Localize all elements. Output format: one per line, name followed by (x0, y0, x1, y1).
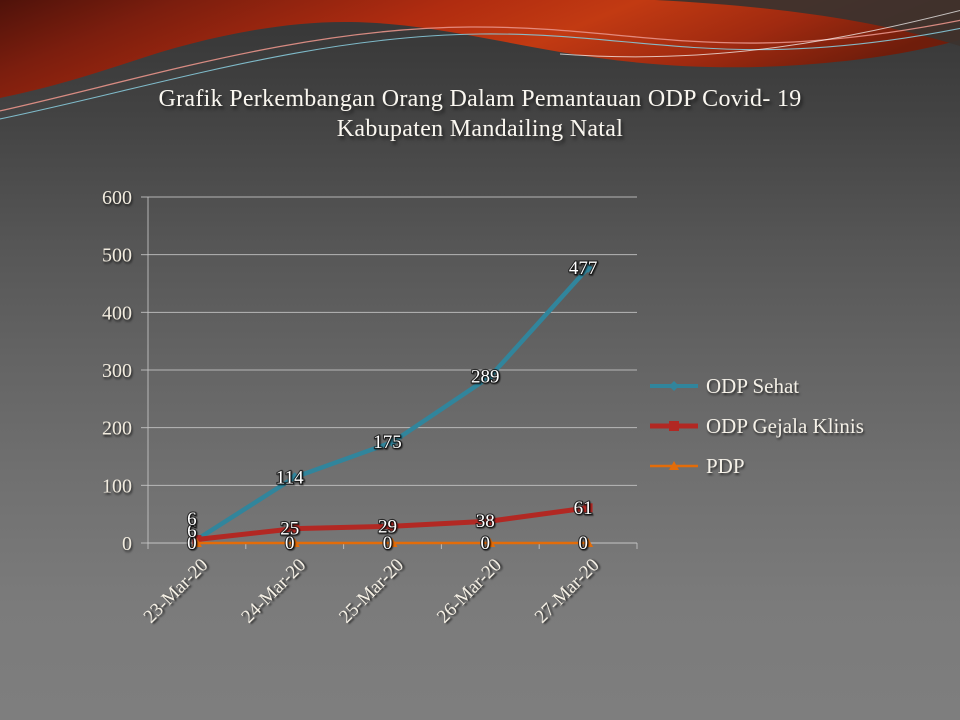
data-point-odp-sehat (289, 472, 300, 483)
data-point-odp-sehat (583, 262, 594, 273)
data-label: 0 (187, 533, 197, 554)
data-point-odp-gejala-klinis (290, 524, 300, 534)
banner-swoosh-graphic (0, 0, 960, 120)
data-label: 61 (574, 498, 593, 519)
data-label: 6 (187, 509, 197, 530)
banner-highlight-line-cyan (0, 27, 960, 120)
data-label: 29 (378, 516, 397, 537)
data-point-odp-sehat (485, 371, 496, 382)
data-point-odp-gejala-klinis (485, 516, 495, 526)
data-point-pdp (289, 538, 300, 547)
banner-highlight-line-red (0, 19, 960, 112)
y-axis-label: 200 (102, 418, 132, 440)
data-point-pdp (191, 538, 202, 547)
x-axis-label: 26-Mar-20 (433, 555, 506, 628)
data-label: 0 (285, 533, 295, 554)
y-axis-label: 300 (102, 360, 132, 382)
y-axis-label: 100 (102, 475, 132, 497)
y-axis-label: 0 (122, 533, 132, 555)
data-point-odp-gejala-klinis (583, 503, 593, 513)
data-label: 175 (373, 432, 402, 453)
x-axis-label: 25-Mar-20 (335, 555, 408, 628)
banner-red-wave (0, 0, 960, 98)
data-label: 0 (383, 533, 393, 554)
data-label: 38 (476, 511, 495, 532)
series-line-odp-sehat (195, 266, 590, 542)
banner-highlight-line-white (559, 9, 960, 58)
legend-marker-diamond-icon (650, 381, 698, 391)
y-axis-label: 500 (102, 245, 132, 267)
legend-label: ODP Gejala Klinis (706, 413, 864, 438)
legend-marker-triangle-icon (650, 461, 698, 470)
data-label: 477 (569, 258, 598, 279)
data-point-odp-sehat (387, 437, 398, 448)
slide-title: Grafik Perkembangan Orang Dalam Pemantau… (0, 84, 960, 144)
data-label: 0 (481, 533, 491, 554)
chart-legend: ODP Sehat ODP Gejala Klinis PDP (650, 366, 864, 486)
data-label: 289 (471, 366, 500, 387)
banner-dark-corner-wave (655, 0, 960, 46)
data-label: 114 (276, 467, 304, 488)
data-point-pdp (583, 538, 594, 547)
legend-label: PDP (706, 453, 745, 478)
x-axis-label: 27-Mar-20 (531, 555, 604, 628)
y-axis-label: 600 (102, 187, 132, 209)
y-axis-label: 400 (102, 302, 132, 324)
data-point-odp-gejala-klinis (388, 521, 397, 531)
data-label: 6 (187, 521, 197, 542)
data-label: 0 (578, 533, 588, 554)
data-point-pdp (387, 538, 398, 547)
slide-title-line2: Kabupaten Mandailing Natal (336, 116, 624, 142)
legend-item-odp-gejala-klinis: ODP Gejala Klinis (650, 406, 864, 446)
legend-marker-square-icon (650, 421, 698, 431)
data-label: 25 (280, 519, 299, 540)
legend-item-pdp: PDP (650, 446, 864, 486)
x-axis-label: 23-Mar-20 (140, 555, 213, 628)
legend-item-odp-sehat: ODP Sehat (650, 366, 864, 406)
legend-label: ODP Sehat (706, 373, 800, 398)
slide-title-line1: Grafik Perkembangan Orang Dalam Pemantau… (158, 86, 802, 112)
data-point-pdp (485, 538, 496, 547)
x-axis-label: 24-Mar-20 (237, 555, 310, 628)
